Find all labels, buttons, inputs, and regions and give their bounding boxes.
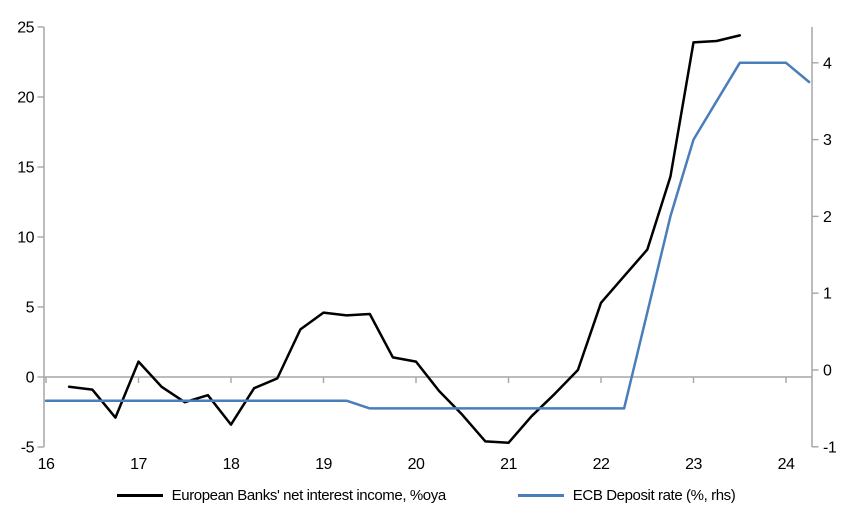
nii-legend-label: European Banks' net interest income, %oy… — [171, 487, 447, 504]
left-axis-tick-label: 25 — [17, 20, 34, 37]
right-axis-tick-label: 2 — [823, 209, 832, 226]
right-axis-tick-label: 0 — [823, 363, 832, 380]
left-axis-tick-label: 20 — [17, 90, 34, 107]
left-axis-tick-label: 0 — [26, 370, 35, 387]
ecb-legend-label: ECB Deposit rate (%, rhs) — [572, 487, 736, 504]
x-axis-tick-label: 16 — [38, 456, 55, 473]
ecb-line-swatch — [517, 494, 564, 497]
x-axis-tick-label: 20 — [408, 456, 425, 473]
x-axis-tick-label: 24 — [778, 456, 795, 473]
legend-item-nii: European Banks' net interest income, %oy… — [116, 487, 447, 504]
x-axis-tick-label: 23 — [685, 456, 702, 473]
x-axis-tick-label: 17 — [130, 456, 147, 473]
legend-item-ecb: ECB Deposit rate (%, rhs) — [517, 487, 736, 504]
left-axis-tick-label: -5 — [21, 440, 35, 457]
right-axis-tick-label: 1 — [823, 286, 832, 303]
right-axis-tick-label: 4 — [823, 55, 832, 72]
x-axis-tick-label: 21 — [500, 456, 517, 473]
right-axis-tick-label: 3 — [823, 132, 832, 149]
x-axis-tick-label: 19 — [315, 456, 332, 473]
nii-line — [67, 34, 742, 445]
deposit-rate-line — [44, 61, 811, 410]
left-axis-tick-label: 10 — [17, 230, 34, 247]
left-axis-tick-label: 15 — [17, 160, 34, 177]
x-axis-tick-label: 22 — [593, 456, 610, 473]
right-axis-tick-label: -1 — [823, 439, 837, 456]
nii-line-swatch — [116, 494, 163, 497]
left-axis-tick-label: 5 — [26, 300, 35, 317]
x-axis-tick-label: 18 — [223, 456, 240, 473]
chart-legend: European Banks' net interest income, %oy… — [0, 487, 852, 504]
